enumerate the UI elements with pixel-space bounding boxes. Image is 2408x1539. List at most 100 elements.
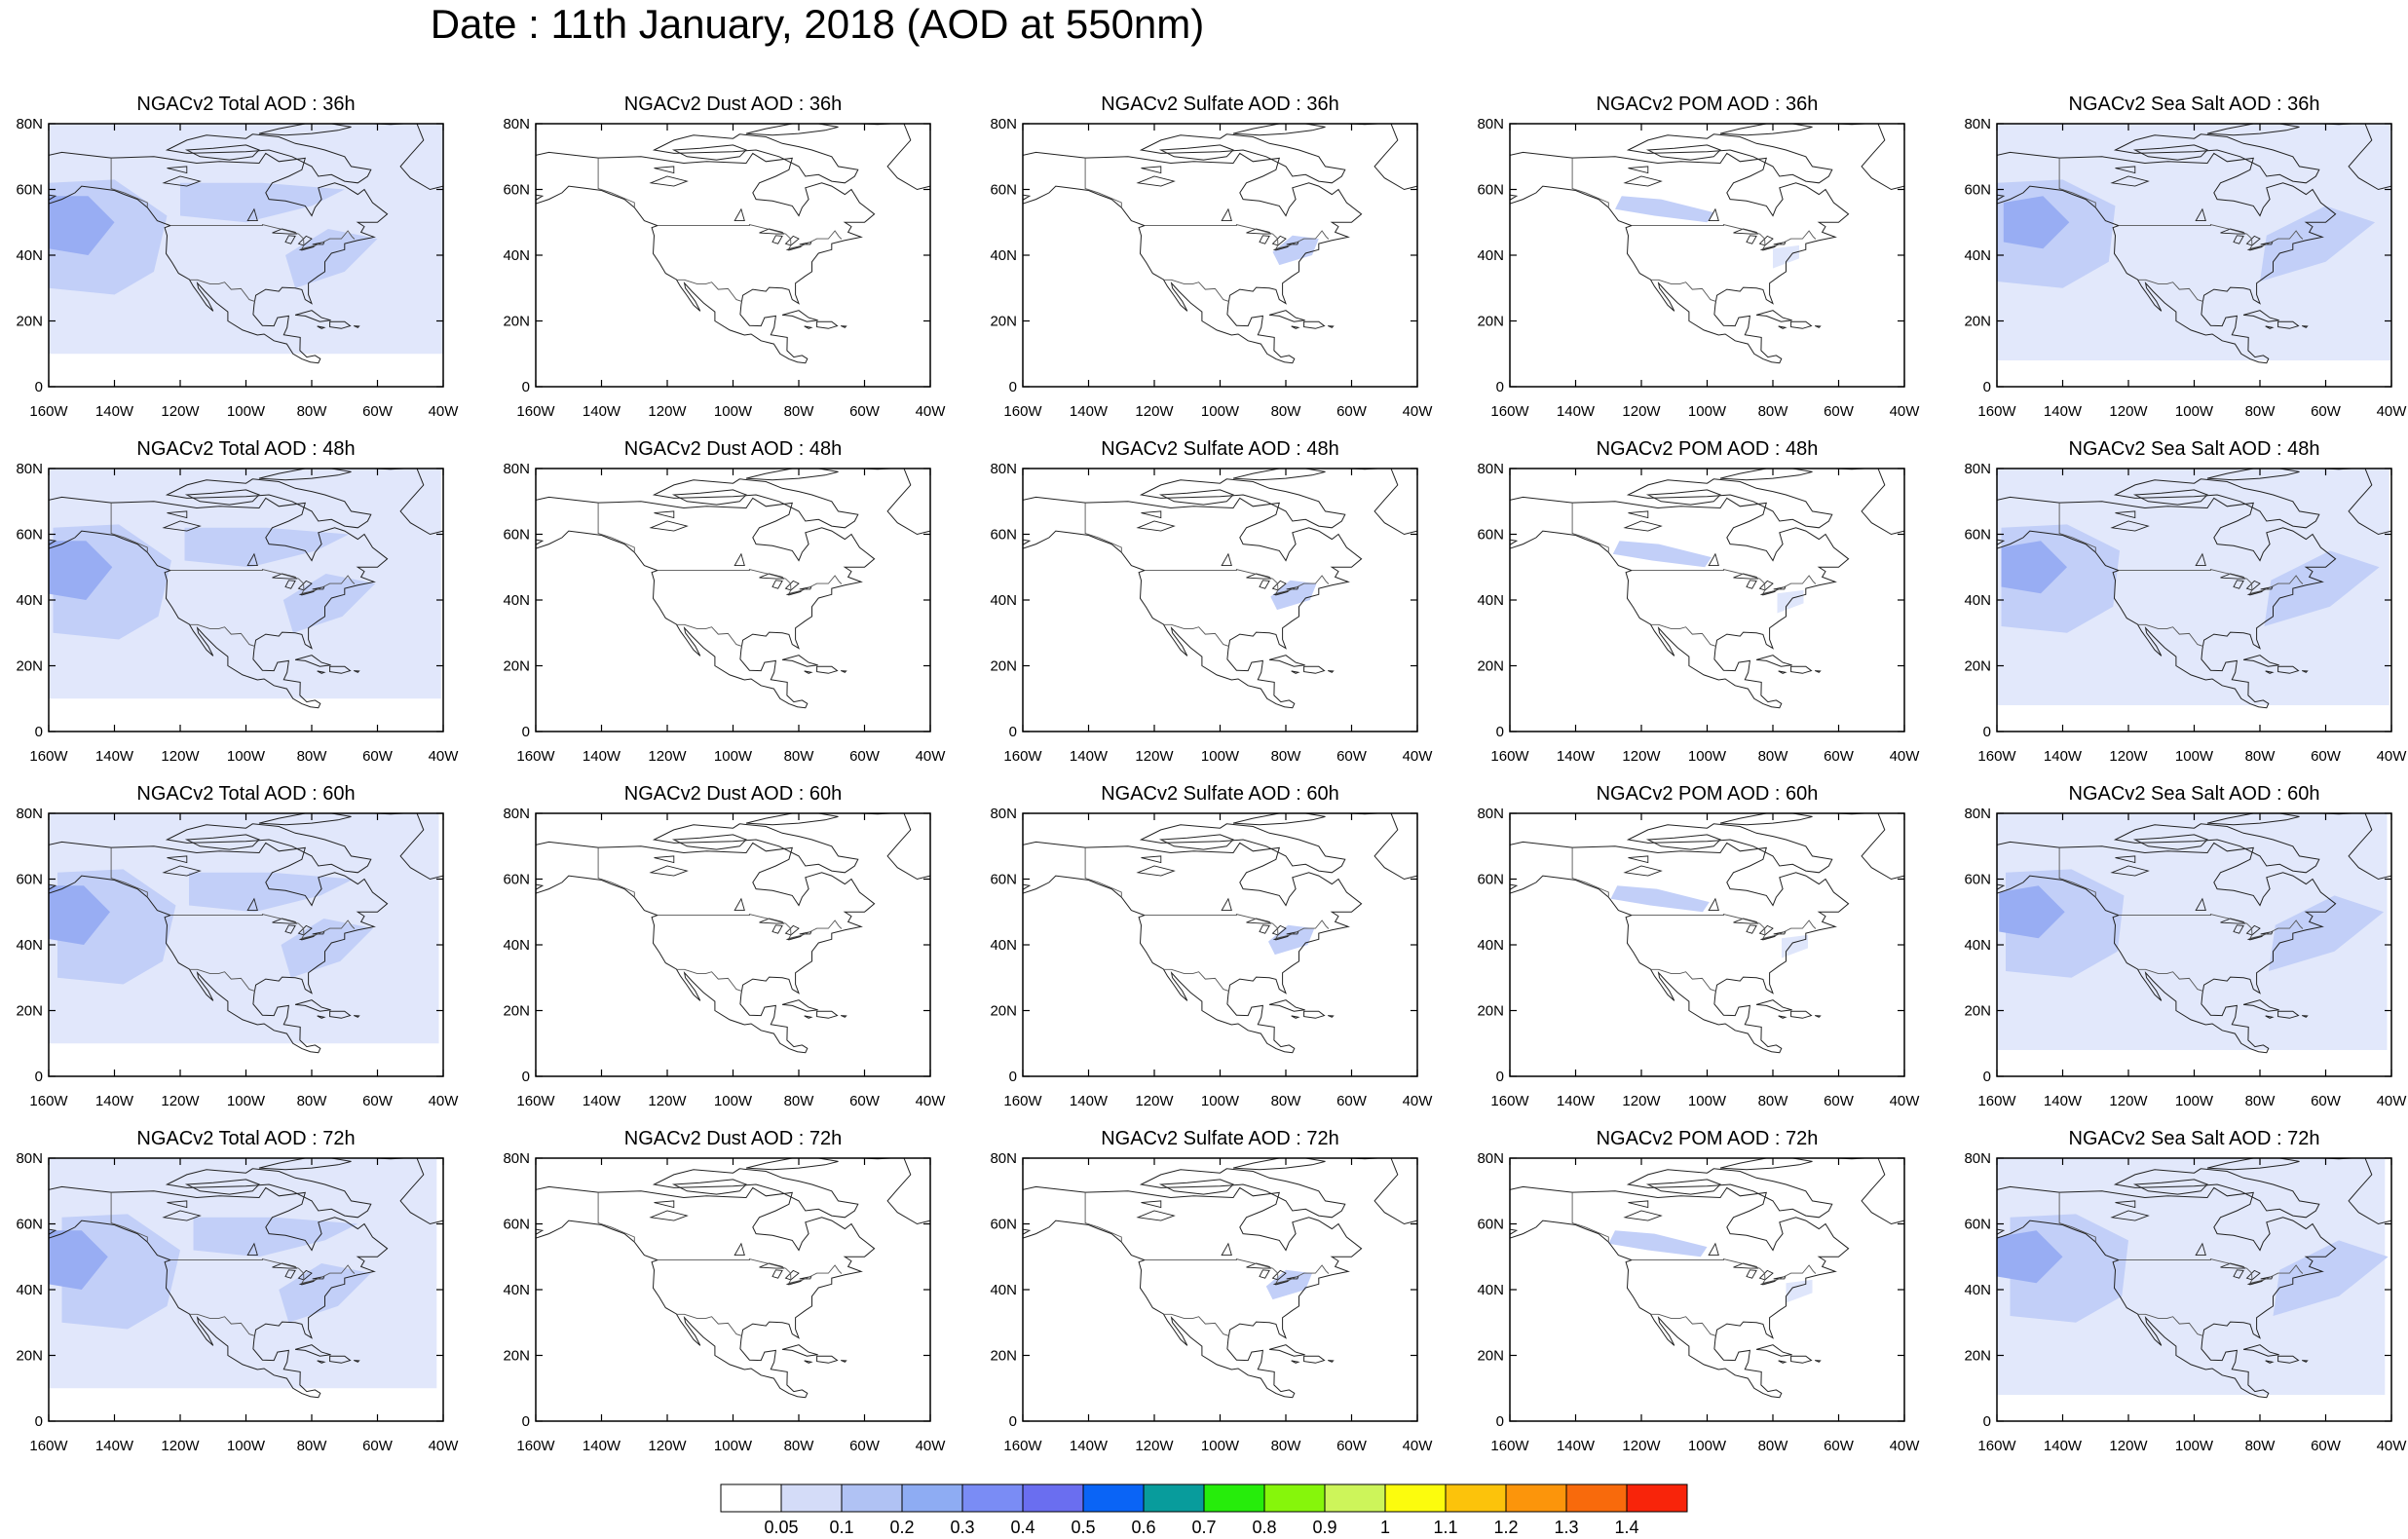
lon-tick-label: 60W <box>2311 748 2342 765</box>
lat-tick-label: 20N <box>16 1003 43 1020</box>
lat-tick-label: 0 <box>35 724 43 740</box>
lake-outline <box>2115 166 2136 174</box>
lon-tick-label: 100W <box>2175 403 2214 420</box>
lon-tick-label: 160W <box>1977 403 2016 420</box>
island-outline <box>2265 1360 2275 1364</box>
aod-plume <box>2001 541 2067 594</box>
lat-tick-label: 20N <box>990 1348 1017 1365</box>
colorbar-label: 0.6 <box>1131 1518 1155 1537</box>
political-border <box>1163 968 1230 993</box>
political-border <box>2137 1313 2204 1337</box>
lat-tick-label: 40N <box>503 1282 530 1298</box>
coastline-outline <box>1997 1185 2337 1399</box>
lon-tick-label: 160W <box>29 748 68 765</box>
political-border <box>2118 224 2304 249</box>
political-border <box>1144 914 1330 939</box>
lat-tick-label: 20N <box>1964 1348 1991 1365</box>
lon-tick-label: 100W <box>1688 403 1727 420</box>
lat-tick-label: 40N <box>16 247 43 264</box>
island-outline <box>329 1355 352 1364</box>
island-outline <box>2302 325 2309 328</box>
island-outline <box>1815 670 1822 673</box>
lat-tick-label: 80N <box>1477 116 1504 132</box>
lake-outline <box>2233 1269 2244 1279</box>
lon-tick-label: 160W <box>1003 403 1042 420</box>
map-panel-sulfate-48: NGACv2 Sulfate AOD : 48h 160W 140W 120W 100W… <box>990 438 1433 765</box>
lat-tick-label: 60N <box>1964 182 1991 199</box>
island-outline <box>841 670 847 673</box>
political-border <box>110 847 148 897</box>
lat-tick-label: 0 <box>1983 1413 1991 1430</box>
political-border <box>657 224 843 249</box>
island-outline <box>2277 320 2300 329</box>
lake-outline <box>1259 924 1270 934</box>
lat-tick-label: 20N <box>990 1003 1017 1020</box>
aod-plume <box>1997 469 2389 705</box>
island-outline <box>1719 124 1813 136</box>
coastline-outline <box>1023 151 1363 364</box>
panel-title: NGACv2 Sea Salt AOD : 48h <box>2069 438 2320 460</box>
lat-tick-label: 80N <box>503 461 530 477</box>
lon-tick-label: 140W <box>583 748 621 765</box>
island-outline <box>2302 670 2309 673</box>
lon-tick-label: 140W <box>1070 1438 1109 1454</box>
island-outline <box>1835 1158 1904 1225</box>
island-outline <box>1232 813 1326 826</box>
island-outline <box>294 1344 331 1357</box>
island-outline <box>1232 1158 1326 1171</box>
lon-tick-label: 120W <box>1622 1438 1661 1454</box>
lake-outline <box>1758 924 1774 936</box>
island-outline <box>1626 133 1833 184</box>
lon-tick-label: 160W <box>1977 1093 2016 1109</box>
island-outline <box>317 670 326 674</box>
colorbar-swatch <box>901 1483 963 1513</box>
lat-tick-label: 60N <box>1964 1217 1991 1233</box>
island-outline <box>1291 1360 1300 1364</box>
lat-tick-label: 60N <box>990 527 1017 544</box>
island-outline <box>671 489 747 506</box>
island-outline <box>1645 489 1721 506</box>
political-border <box>597 847 635 897</box>
lon-tick-label: 140W <box>95 748 134 765</box>
map-panel-dust-72: NGACv2 Dust AOD : 72h 160W 140W 120W 100W 80W… <box>503 1128 946 1454</box>
island-outline <box>1790 320 1813 329</box>
aod-plume <box>279 1263 371 1323</box>
island-outline <box>804 1360 813 1364</box>
lake-outline <box>771 924 783 934</box>
island-outline <box>165 478 372 529</box>
map-panel-pom-72: NGACv2 POM AOD : 72h 160W 140W 120W 100W 80W 6… <box>1477 1128 1920 1454</box>
lon-tick-label: 140W <box>1070 748 1109 765</box>
lake-outline <box>771 1269 783 1279</box>
map-panel-dust-48: NGACv2 Dust AOD : 48h 160W 140W 120W 100W 80W… <box>503 438 946 765</box>
lake-outline <box>246 207 258 222</box>
lat-tick-label: 40N <box>503 247 530 264</box>
political-border <box>1163 279 1230 303</box>
map-panel-seasalt-36: NGACv2 Sea Salt AOD : 36h 160W 140W 120W 100… <box>1964 94 2407 420</box>
lat-tick-label: 0 <box>1496 1069 1504 1085</box>
lat-tick-label: 80N <box>503 116 530 132</box>
island-outline <box>1158 144 1234 161</box>
lake-outline <box>1623 865 1663 877</box>
colorbar-label: 1.4 <box>1614 1518 1638 1537</box>
coastline-outline <box>49 151 389 364</box>
political-border <box>2137 968 2204 993</box>
panel-title: NGACv2 POM AOD : 48h <box>1597 438 1819 460</box>
island-outline <box>2242 1344 2279 1357</box>
island-outline <box>1645 834 1721 850</box>
lat-tick-label: 20N <box>990 314 1017 330</box>
lon-tick-label: 60W <box>362 1438 394 1454</box>
political-border <box>189 968 256 993</box>
lake-outline <box>2233 924 2244 934</box>
political-border <box>1650 623 1717 648</box>
island-outline <box>781 999 818 1012</box>
lon-tick-label: 80W <box>297 1438 328 1454</box>
island-outline <box>294 999 331 1012</box>
lon-tick-label: 80W <box>297 403 328 420</box>
political-border <box>1571 503 1609 552</box>
lon-tick-label: 140W <box>95 1438 134 1454</box>
panel-title: NGACv2 Sulfate AOD : 72h <box>1101 1128 1339 1149</box>
lake-outline <box>654 166 675 174</box>
lon-tick-label: 160W <box>29 1093 68 1109</box>
political-border <box>1163 1313 1230 1337</box>
lon-tick-label: 120W <box>2109 1438 2148 1454</box>
